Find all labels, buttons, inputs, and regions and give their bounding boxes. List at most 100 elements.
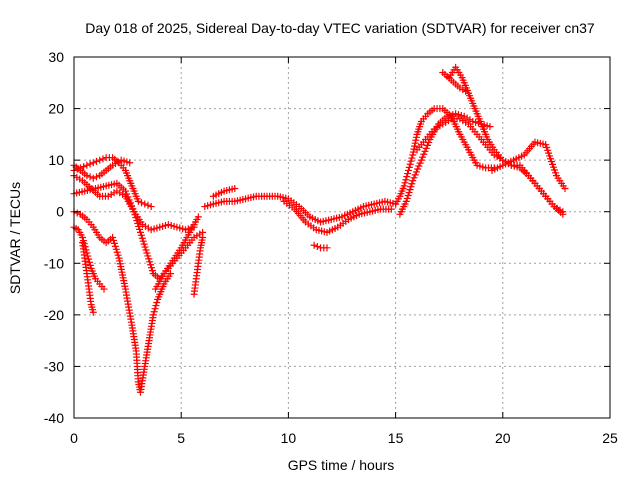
data-point (86, 160, 94, 168)
series-track-p (413, 115, 567, 218)
plot-frame (73, 56, 611, 419)
x-axis-label: GPS time / hours (288, 457, 395, 473)
data-point (406, 160, 414, 168)
series-track-e (70, 208, 174, 396)
data-point (114, 251, 122, 259)
data-point (73, 209, 81, 217)
data-point (152, 302, 160, 310)
data-point (126, 159, 134, 167)
series-track-o (396, 110, 494, 218)
series-track-k (209, 185, 239, 200)
x-tick-label: 25 (602, 430, 618, 446)
data-point (93, 173, 101, 181)
data-point (561, 185, 569, 193)
data-point (149, 311, 157, 319)
data-point (400, 182, 408, 190)
data-point (143, 249, 151, 257)
data-point (410, 145, 418, 153)
data-point (408, 180, 416, 188)
data-point (147, 264, 155, 272)
data-point (111, 242, 119, 250)
data-point (137, 231, 145, 239)
data-point (96, 156, 104, 164)
series-track-j (201, 192, 400, 226)
x-axis-ticks: 0 5 10 15 20 25 (70, 57, 618, 446)
data-point (419, 153, 427, 161)
data-point (83, 161, 91, 169)
data-point (407, 183, 415, 191)
data-point (464, 89, 472, 97)
data-point (412, 168, 420, 176)
data-point (109, 234, 117, 241)
y-tick-label: -20 (44, 307, 64, 323)
data-point (410, 174, 418, 182)
series-track-m (310, 241, 331, 252)
data-point (134, 197, 142, 205)
data-point (411, 139, 419, 147)
data-point (153, 298, 161, 306)
series-track-g (79, 239, 97, 316)
data-point (387, 205, 395, 213)
data-point (148, 267, 156, 275)
data-point (141, 243, 149, 251)
data-point (89, 174, 97, 182)
y-tick-label: 0 (56, 204, 64, 220)
data-point (231, 185, 239, 193)
data-point (401, 179, 409, 187)
data-point (125, 196, 133, 204)
data-point (417, 156, 425, 164)
data-point (139, 237, 147, 245)
x-tick-label: 5 (177, 430, 185, 446)
data-point (83, 172, 91, 180)
data-point (402, 197, 410, 205)
data-point (134, 220, 142, 228)
data-point (313, 243, 321, 251)
data-point (422, 144, 430, 152)
data-point (110, 236, 118, 244)
data-point (145, 255, 153, 263)
data-point (124, 193, 132, 201)
series-track-n (392, 105, 498, 208)
data-point (194, 213, 202, 221)
series-track-s (439, 68, 472, 97)
data-point (133, 217, 141, 225)
data-point (113, 248, 121, 256)
data-point (559, 208, 567, 216)
data-point (166, 270, 174, 278)
data-point (421, 147, 429, 155)
grid-lines (74, 57, 610, 418)
series-track-q (445, 63, 567, 216)
data-point (89, 159, 97, 167)
data-point (411, 171, 419, 179)
y-tick-label: 10 (48, 152, 64, 168)
data-point (135, 222, 143, 230)
data-point (409, 148, 417, 156)
x-tick-label: 0 (70, 430, 78, 446)
data-point (323, 244, 331, 252)
y-tick-label: 20 (48, 101, 64, 117)
data-point (310, 241, 318, 249)
data-point (412, 133, 420, 141)
x-tick-label: 15 (388, 430, 404, 446)
series-track-i (190, 234, 207, 298)
data-point (405, 189, 413, 197)
data-point (89, 308, 97, 316)
data-point (404, 192, 412, 200)
y-axis-ticks: 30 20 10 0 -10 -20 -30 -40 (44, 49, 610, 426)
data-point (138, 199, 146, 207)
data-point (86, 261, 94, 269)
data-point (93, 157, 101, 165)
data-point (405, 163, 413, 171)
y-tick-label: -30 (44, 358, 64, 374)
data-point (136, 228, 144, 236)
series-track-r (488, 138, 569, 193)
data-point (141, 200, 149, 208)
data-point (144, 252, 152, 260)
data-point (85, 258, 93, 266)
data-point (146, 258, 154, 266)
data-point (403, 194, 411, 202)
data-point (128, 202, 136, 210)
chart-title: Day 018 of 2025, Sidereal Day-to-day VTE… (85, 20, 595, 36)
series-track-a (70, 154, 155, 211)
